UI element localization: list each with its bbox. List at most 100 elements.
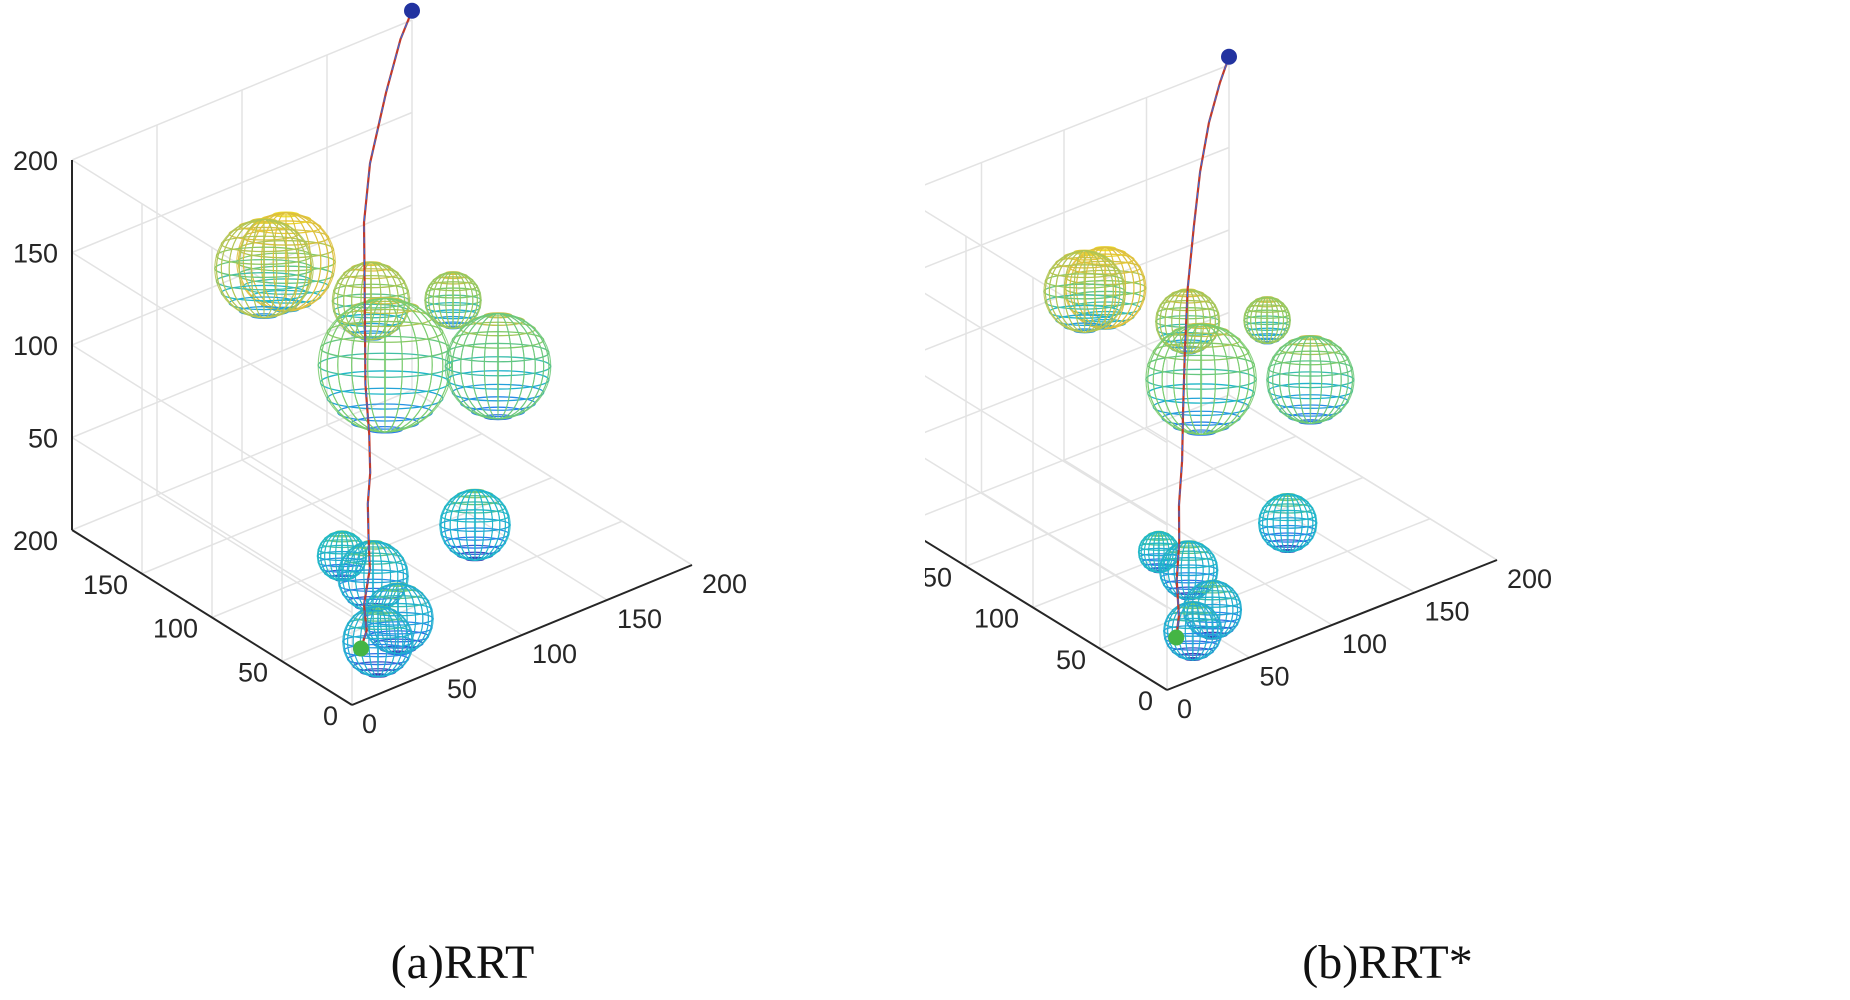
- goal-point: [1221, 48, 1237, 65]
- y-tick-label: 100: [974, 604, 1019, 634]
- sphere-longitude: [1244, 296, 1291, 345]
- sphere-longitude: [1164, 601, 1222, 661]
- sphere-longitude: [376, 605, 380, 678]
- grid-line: [925, 394, 1230, 516]
- y-axis-line: [71, 529, 353, 706]
- grid-line: [71, 251, 353, 429]
- x-tick-label: 50: [447, 674, 477, 704]
- obstacle-sphere: [214, 218, 314, 319]
- sphere-longitude: [451, 271, 455, 329]
- obstacle-sphere: [1266, 334, 1355, 425]
- sphere-longitude: [1157, 531, 1160, 573]
- grid-line: [925, 457, 1168, 609]
- obstacle-sphere: [1258, 492, 1318, 554]
- x-tick-label: 100: [1342, 629, 1387, 659]
- y-tick-label: 50: [238, 657, 268, 687]
- grid-line: [411, 389, 693, 566]
- y-tick-label: 200: [13, 526, 58, 556]
- obstacle-sphere: [439, 488, 511, 562]
- y-tick-label: 0: [323, 701, 338, 731]
- panel-rrt: 0 50 100 150 200 0 50 100 150 200 50 100 150 200 (a)R…: [13, 2, 747, 989]
- sphere-longitude: [333, 261, 409, 341]
- grid-line: [965, 435, 1297, 567]
- sphere-longitude: [1200, 323, 1203, 435]
- z-tick-label: 200: [13, 146, 58, 176]
- y-tick-label: 50: [1056, 645, 1086, 675]
- sphere-longitude: [1044, 250, 1125, 333]
- sphere-longitude: [1065, 246, 1146, 330]
- sphere-longitude: [319, 297, 451, 433]
- grid-line: [71, 389, 413, 531]
- sphere-longitude: [1187, 540, 1190, 600]
- sphere-longitude: [1259, 493, 1317, 553]
- sphere-longitude: [1266, 296, 1269, 345]
- z-tick-label: 100: [13, 331, 58, 361]
- y-tick-label: 100: [153, 614, 198, 644]
- grid-line: [925, 540, 1168, 691]
- grid-line: [71, 436, 353, 614]
- start-point: [353, 640, 369, 657]
- grid-line: [925, 64, 1230, 186]
- sphere-longitude: [473, 489, 477, 561]
- goal-point: [404, 2, 420, 19]
- grid-line: [1228, 394, 1498, 561]
- sphere-longitude: [215, 218, 313, 319]
- obstacle-sphere: [1145, 322, 1257, 436]
- x-tick-label: 150: [617, 604, 662, 634]
- sphere-longitude: [1309, 335, 1312, 424]
- obstacle-sphere: [342, 605, 414, 678]
- obstacle-sphere: [1159, 540, 1219, 601]
- sphere-longitude: [262, 218, 266, 319]
- sphere-longitude: [1147, 323, 1255, 435]
- x-axis-line: [1166, 559, 1498, 691]
- obstacle-sphere: [444, 312, 552, 421]
- chart-rrt: 0 50 100 150 200 0 50 100 150 200 50 100 150 200: [13, 2, 747, 739]
- grid-line: [71, 204, 413, 346]
- caption-rrt: (a)RRT: [390, 936, 535, 989]
- obstacle-sphere: [317, 296, 453, 434]
- sphere-longitude: [496, 312, 500, 420]
- grid-line: [925, 375, 1168, 526]
- sphere-longitude: [1191, 601, 1194, 661]
- grid-line: [925, 210, 1168, 361]
- sphere-longitude: [446, 312, 550, 420]
- sphere-longitude: [440, 489, 510, 561]
- y-axis-line: [925, 539, 1168, 691]
- obstacle-sphere: [1243, 296, 1291, 345]
- sphere-longitude: [1267, 335, 1354, 424]
- y-tick-label: 0: [1138, 686, 1153, 716]
- x-tick-label: 200: [1507, 564, 1552, 594]
- x-axis-line: [351, 564, 693, 706]
- x-tick-label: 150: [1425, 597, 1470, 627]
- x-tick-label: 0: [1177, 694, 1192, 724]
- y-tick-label: 150: [83, 570, 128, 600]
- z-tick-label: 150: [13, 239, 58, 269]
- start-point: [1168, 629, 1185, 646]
- x-tick-label: 200: [702, 569, 747, 599]
- path-line-overlay: [1175, 56, 1230, 638]
- sphere-longitude: [425, 271, 481, 329]
- grid-line: [71, 296, 413, 439]
- sphere-longitude: [343, 605, 413, 678]
- grid-line: [925, 292, 1168, 444]
- obstacle-sphere: [424, 271, 482, 330]
- grid-line: [71, 344, 353, 521]
- grid-line: [925, 146, 1230, 269]
- grid-line: [71, 19, 413, 161]
- y-tick-label: 150: [925, 562, 952, 592]
- path-line: [359, 10, 414, 649]
- sphere-longitude: [371, 540, 375, 612]
- x-tick-label: 100: [532, 639, 577, 669]
- obstacle-sphere: [1043, 249, 1126, 334]
- grid-line: [71, 111, 413, 254]
- sphere-longitude: [1083, 250, 1086, 333]
- caption-rrt-star: (b)RRT*: [1302, 936, 1473, 989]
- x-tick-label: 0: [362, 709, 377, 739]
- z-tick-label: 50: [28, 424, 58, 454]
- sphere-longitude: [1286, 493, 1289, 553]
- sphere-longitude: [383, 297, 387, 433]
- grid-line: [141, 433, 483, 575]
- x-tick-label: 50: [1260, 662, 1290, 692]
